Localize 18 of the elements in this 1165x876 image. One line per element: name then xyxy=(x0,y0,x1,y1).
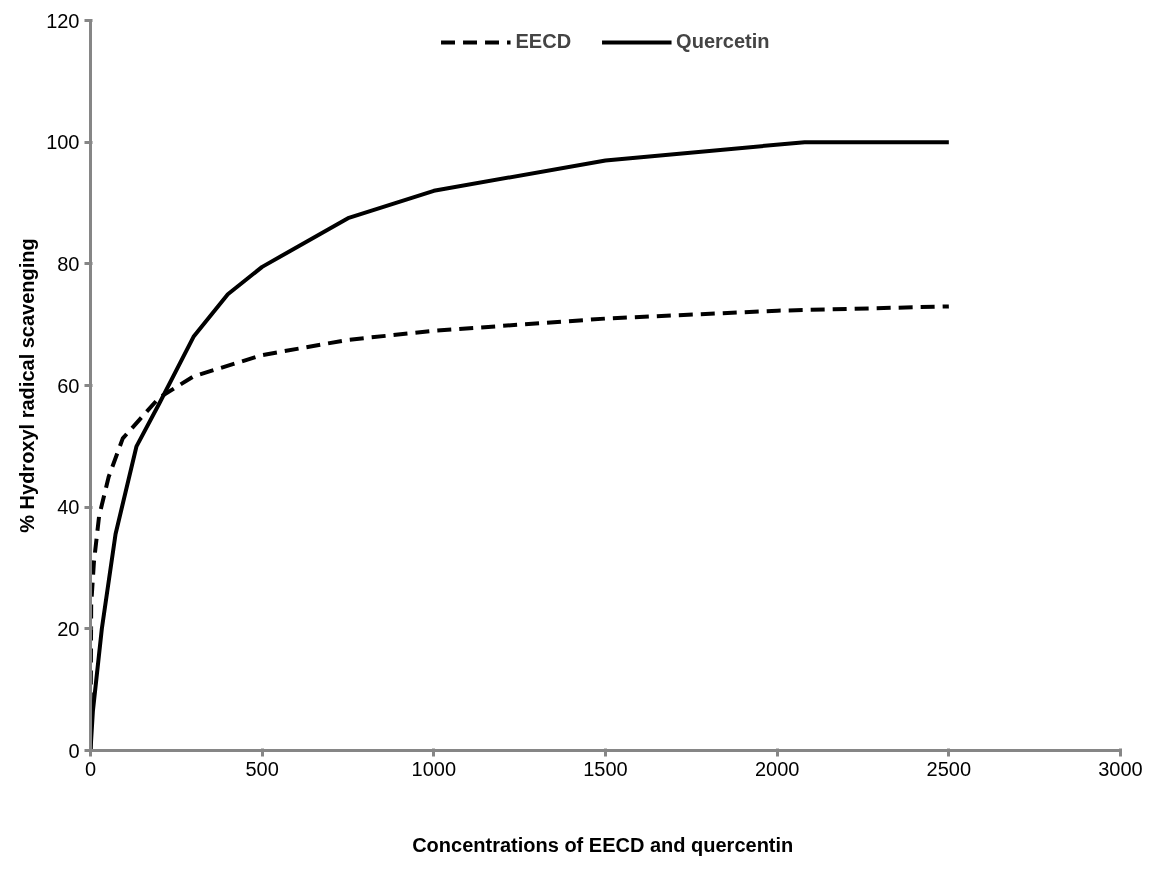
x-tick-label: 2500 xyxy=(926,757,972,780)
y-tick-label: 120 xyxy=(46,9,80,32)
legend-label: Quercetin xyxy=(676,30,770,53)
x-tick-label: 0 xyxy=(84,757,97,780)
x-tick-label: 1000 xyxy=(411,757,457,780)
x-tick-label: 500 xyxy=(245,757,279,780)
legend-label: EECD xyxy=(515,30,572,53)
y-tick-label: 40 xyxy=(57,496,80,519)
y-tick-label: 80 xyxy=(57,252,80,275)
y-tick-label: 20 xyxy=(57,617,80,640)
y-tick-label: 100 xyxy=(46,131,80,154)
y-tick-label: 0 xyxy=(68,739,80,762)
y-axis-title: % Hydroxyl radical scavenging xyxy=(16,238,39,533)
x-tick-label: 2000 xyxy=(754,757,800,780)
x-axis-title: Concentrations of EECD and quercentin xyxy=(412,833,794,856)
y-tick-label: 60 xyxy=(57,374,80,397)
x-tick-label: 3000 xyxy=(1098,757,1143,780)
x-tick-label: 1500 xyxy=(583,757,628,780)
